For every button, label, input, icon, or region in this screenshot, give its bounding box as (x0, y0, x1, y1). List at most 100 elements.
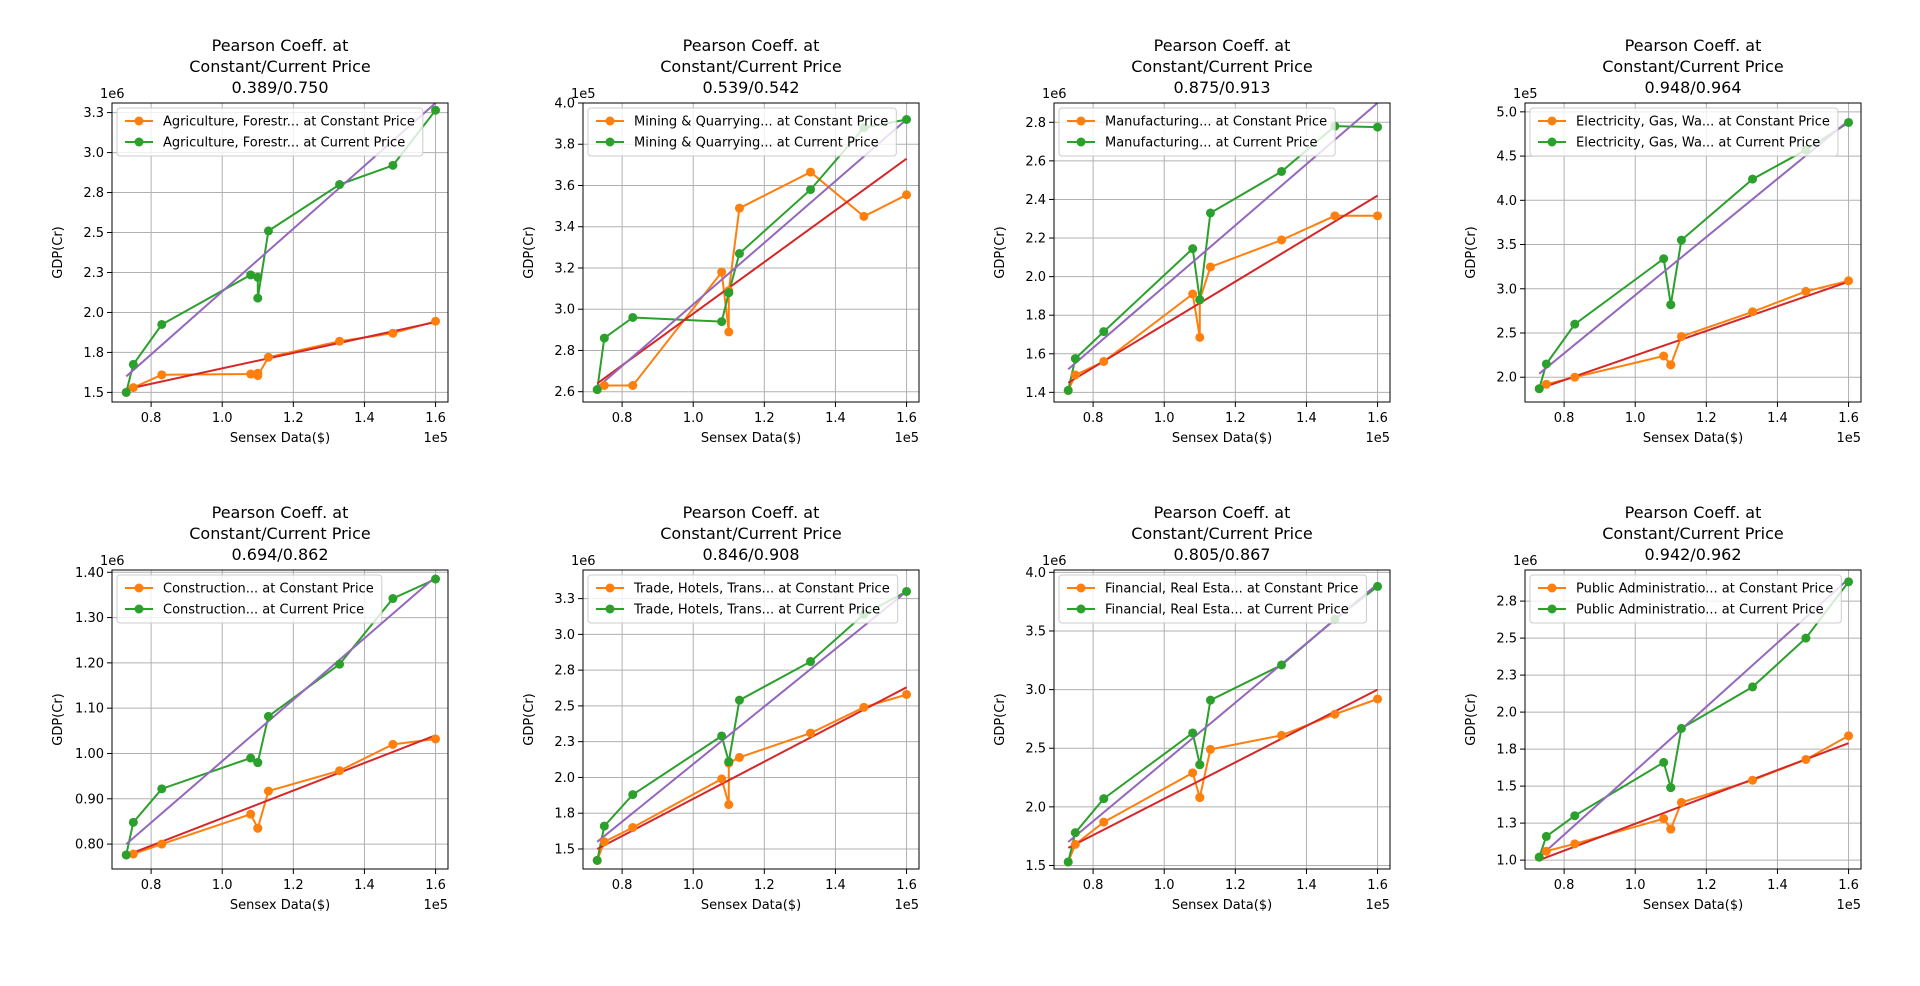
data-point-constant (246, 369, 256, 379)
data-point-current (1277, 166, 1287, 176)
y-multiplier: 1e6 (1513, 554, 1538, 569)
y-axis-label: GDP(Cr) (522, 226, 537, 279)
title-line: 0.875/0.913 (1174, 78, 1271, 97)
series-line-constant (596, 170, 908, 391)
x-tick-label: 1.4 (1296, 878, 1317, 893)
data-point-constant (1570, 372, 1580, 382)
data-point-current (121, 387, 131, 397)
data-point-constant (263, 786, 273, 796)
y-tick-label: 2.5 (1496, 327, 1517, 342)
legend-entry-label: Public Administratio... at Constant Pric… (1576, 582, 1833, 597)
y-tick-label: 1.40 (75, 566, 104, 581)
data-point-current (1195, 760, 1205, 770)
x-tick-label: 1.0 (1154, 411, 1175, 426)
title-line: Constant/Current Price (189, 57, 371, 76)
title-line: Pearson Coeff. at (212, 36, 349, 55)
data-point-constant (335, 336, 345, 346)
y-tick-label: 1.8 (1025, 309, 1046, 324)
title-line: Pearson Coeff. at (1625, 36, 1762, 55)
data-point-constant (1666, 360, 1676, 370)
data-point-current (263, 226, 273, 236)
title-line: Constant/Current Price (1602, 57, 1784, 76)
y-tick-label: 2.5 (554, 699, 575, 714)
data-point-constant (1205, 262, 1215, 272)
title-line: 0.539/0.542 (703, 78, 800, 97)
data-point-current (717, 731, 727, 741)
legend-swatch-marker (1547, 116, 1557, 126)
data-point-current (253, 272, 263, 282)
legend: Agriculture, Forestr... at Constant Pric… (116, 107, 424, 157)
y-tick-label: 2.6 (1025, 154, 1046, 169)
y-tick-label: 1.3 (1496, 817, 1517, 832)
x-axis-label: Sensex Data($) (230, 898, 330, 913)
data-point-current (253, 758, 263, 768)
x-tick-label: 1.4 (1296, 411, 1317, 426)
data-point-current (263, 711, 273, 721)
x-axis-label: Sensex Data($) (701, 898, 801, 913)
legend-entry-label: Construction... at Constant Price (163, 582, 374, 597)
data-point-current (1099, 794, 1109, 804)
title-line: Constant/Current Price (189, 524, 371, 543)
data-point-current (246, 753, 256, 763)
data-layer (121, 103, 441, 397)
title-line: 0.805/0.867 (1174, 545, 1271, 564)
y-tick-label: 3.0 (554, 628, 575, 643)
x-tick-label: 1.2 (1225, 411, 1246, 426)
x-tick-label: 1.6 (1838, 411, 1859, 426)
legend: Public Administratio... at Constant Pric… (1529, 574, 1842, 624)
data-point-constant (902, 689, 912, 699)
data-point-constant (724, 800, 734, 810)
data-layer (1063, 581, 1383, 867)
data-point-current (1541, 831, 1551, 841)
data-point-current (1666, 783, 1676, 793)
x-tick-label: 1.4 (354, 411, 375, 426)
subplot-2: Pearson Coeff. at Constant/Current Price 0… (522, 36, 920, 446)
data-point-constant (1570, 839, 1580, 849)
data-point-current (335, 180, 345, 190)
data-point-current (1099, 327, 1109, 337)
y-tick-label: 4.0 (1496, 194, 1517, 209)
title-line: Pearson Coeff. at (1625, 503, 1762, 522)
data-point-current (431, 574, 441, 584)
data-point-current (724, 757, 734, 767)
data-point-constant (1541, 846, 1551, 856)
subplot-7: Pearson Coeff. at Constant/Current Price 0… (993, 503, 1391, 913)
legend-entry-label: Agriculture, Forestr... at Constant Pric… (163, 115, 415, 130)
y-tick-label: 1.5 (1496, 780, 1517, 795)
x-tick-label: 1.6 (425, 411, 446, 426)
legend-swatch-marker (605, 583, 615, 593)
series-line-current (596, 590, 908, 861)
x-tick-label: 1.0 (683, 878, 704, 893)
x-tick-label: 1.2 (1696, 878, 1717, 893)
y-multiplier: 1e5 (571, 87, 596, 102)
fit-line-current (596, 118, 908, 389)
data-point-current (599, 821, 609, 831)
data-point-current (1070, 354, 1080, 364)
data-point-current (902, 586, 912, 596)
fit-line-current (125, 576, 437, 845)
title-line: Pearson Coeff. at (1154, 36, 1291, 55)
legend-entry-label: Construction... at Current Price (163, 603, 364, 618)
data-point-current (734, 249, 744, 259)
x-tick-label: 1.4 (354, 878, 375, 893)
data-point-constant (246, 809, 256, 819)
y-tick-label: 2.5 (1496, 632, 1517, 647)
legend-box (116, 574, 383, 624)
x-tick-label: 1.4 (825, 878, 846, 893)
series-line-current (1538, 121, 1850, 389)
legend-swatch-marker (1076, 583, 1086, 593)
data-point-constant (128, 383, 138, 393)
data-point-current (431, 105, 441, 115)
data-point-current (592, 855, 602, 865)
y-tick-label: 2.5 (1025, 742, 1046, 757)
data-point-constant (263, 352, 273, 362)
x-tick-label: 1.6 (896, 411, 917, 426)
data-point-constant (724, 327, 734, 337)
legend-swatch-marker (1547, 604, 1557, 614)
x-axis-label: Sensex Data($) (1172, 431, 1272, 446)
fit-line-constant (126, 321, 436, 391)
x-tick-label: 0.8 (612, 878, 633, 893)
data-point-constant (1748, 307, 1758, 317)
data-point-constant (1277, 730, 1287, 740)
data-point-current (1676, 723, 1686, 733)
